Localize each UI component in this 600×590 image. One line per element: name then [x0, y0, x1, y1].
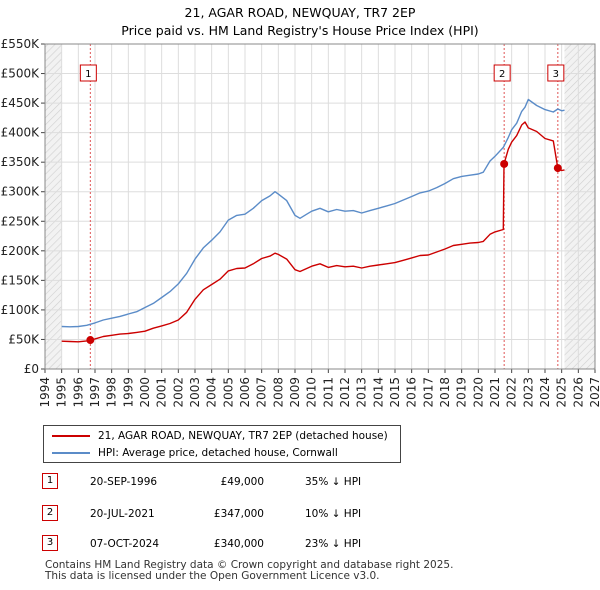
- sale-number-badge: 1: [42, 473, 58, 489]
- x-tick-label: 2022: [505, 377, 519, 408]
- sale-hpi-diff: 10% ↓ HPI: [305, 508, 362, 520]
- hatch-region-right: [564, 44, 595, 369]
- x-tick-label: 2001: [155, 377, 169, 408]
- x-tick-label: 2027: [588, 377, 600, 408]
- x-tick-label: 2016: [405, 377, 419, 408]
- x-tick-label: 2018: [438, 377, 452, 408]
- plot-background: [45, 44, 595, 369]
- legend-label-property: 21, AGAR ROAD, NEWQUAY, TR7 2EP (detache…: [98, 430, 388, 442]
- x-tick-label: 2015: [388, 377, 402, 408]
- sale-label-text: 1: [85, 69, 91, 80]
- footer-copyright: Contains HM Land Registry data © Crown c…: [45, 559, 454, 571]
- x-tick-label: 2010: [305, 377, 319, 408]
- sale-point-marker: [500, 159, 509, 168]
- legend-line-property: [52, 435, 90, 437]
- sale-point-marker: [86, 336, 95, 345]
- x-tick-label: 2026: [571, 377, 585, 408]
- sale-price: £347,000: [213, 508, 264, 520]
- title-line-2: Price paid vs. HM Land Registry's House …: [121, 23, 479, 38]
- series-line-hpi: [61, 98, 565, 328]
- price-chart: 1 2 3 1994 1995 1996 1997 1998 1999 2000 2001 2002…: [1, 37, 600, 408]
- x-tick-label: 2000: [138, 377, 152, 408]
- title-line-1: 21, AGAR ROAD, NEWQUAY, TR7 2EP: [184, 5, 416, 20]
- sale-label-box: [547, 64, 565, 82]
- x-tick-label: 2012: [338, 377, 352, 408]
- x-tick-label: 2003: [188, 377, 202, 408]
- sale-label-text: 3: [553, 69, 559, 80]
- table-row: 1 20-SEP-1996 £49,000 35% ↓ HPI: [40, 472, 460, 492]
- sale-date: 07-OCT-2024: [90, 538, 159, 550]
- plot-frame: [44, 43, 596, 370]
- x-tick-label: 1999: [121, 377, 135, 408]
- y-tick-label: £100K: [1, 303, 41, 317]
- x-tick-label: 2021: [488, 377, 502, 408]
- y-tick-label: £200K: [1, 244, 41, 258]
- legend-label-hpi: HPI: Average price, detached house, Corn…: [98, 447, 338, 459]
- sale-label-box: [79, 64, 97, 82]
- sale-number-badge: 3: [42, 535, 58, 551]
- sale-label-text: 2: [499, 69, 505, 80]
- x-tick-label: 2014: [371, 377, 385, 408]
- x-tick-label: 2004: [205, 377, 219, 408]
- footer: Contains HM Land Registry data © Crown c…: [45, 560, 453, 582]
- x-tick-label: 2005: [221, 377, 235, 408]
- x-tick-label: 1996: [71, 377, 85, 408]
- sale-hpi-diff: 35% ↓ HPI: [305, 476, 362, 488]
- footer-licence: This data is licensed under the Open Gov…: [45, 570, 380, 582]
- x-tick-label: 2013: [355, 377, 369, 408]
- y-tick-label: £450K: [1, 96, 41, 110]
- x-tick-label: 2006: [238, 377, 252, 408]
- x-tick-label: 1994: [38, 377, 52, 408]
- y-tick-label: £250K: [1, 214, 41, 228]
- y-tick-label: £550K: [1, 37, 41, 51]
- x-tick-label: 1998: [105, 377, 119, 408]
- sale-date: 20-SEP-1996: [90, 476, 158, 488]
- sale-point-marker: [553, 164, 562, 173]
- sale-price: £340,000: [213, 538, 264, 550]
- sale-date: 20-JUL-2021: [90, 508, 155, 520]
- x-tick-label: 1997: [88, 377, 102, 408]
- series-line-property: [61, 121, 565, 343]
- table-row: 2 20-JUL-2021 £347,000 10% ↓ HPI: [40, 504, 460, 524]
- x-tick-label: 2002: [171, 377, 185, 408]
- y-tick-label: £150K: [1, 273, 41, 287]
- hatch-region-left: [45, 44, 62, 369]
- x-tick-label: 2008: [271, 377, 285, 408]
- y-tick-label: £350K: [1, 155, 41, 169]
- y-tick-label: £300K: [1, 185, 41, 199]
- x-tick-label: 2009: [288, 377, 302, 408]
- y-tick-label: £50K: [8, 332, 40, 346]
- y-tick-label: £400K: [1, 126, 41, 140]
- y-tick-label: £0: [24, 362, 39, 376]
- y-tick-label: £500K: [1, 67, 41, 81]
- x-tick-label: 2025: [555, 377, 569, 408]
- sale-label-box: [493, 64, 511, 82]
- x-tick-label: 2020: [471, 377, 485, 408]
- chart-title: 21, AGAR ROAD, NEWQUAY, TR7 2EP Price pa…: [0, 4, 600, 40]
- x-tick-label: 2017: [421, 377, 435, 408]
- x-tick-label: 2024: [538, 377, 552, 408]
- x-tick-label: 2011: [321, 377, 335, 408]
- sale-number-badge: 2: [42, 505, 58, 521]
- x-tick-label: 1995: [55, 377, 69, 408]
- legend-line-hpi: [52, 452, 90, 454]
- sale-price: £49,000: [220, 476, 264, 488]
- x-tick-label: 2023: [521, 377, 535, 408]
- sale-hpi-diff: 23% ↓ HPI: [305, 538, 362, 550]
- table-row: 3 07-OCT-2024 £340,000 23% ↓ HPI: [40, 534, 460, 554]
- x-tick-label: 2007: [255, 377, 269, 408]
- x-tick-label: 2019: [455, 377, 469, 408]
- legend: 21, AGAR ROAD, NEWQUAY, TR7 2EP (detache…: [43, 425, 401, 463]
